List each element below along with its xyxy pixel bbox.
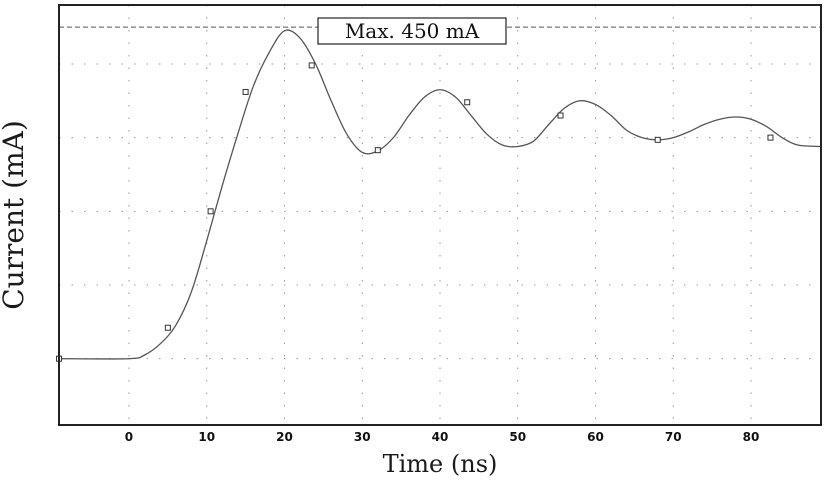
data-point-marker bbox=[374, 147, 381, 154]
data-point-marker bbox=[242, 88, 249, 95]
x-tick-label: 30 bbox=[354, 430, 371, 444]
series-layer bbox=[58, 29, 822, 360]
x-tick-label: 60 bbox=[587, 430, 604, 444]
current-series-line bbox=[58, 29, 822, 360]
data-point-marker bbox=[308, 62, 315, 69]
x-axis-label: Time (ns) bbox=[383, 450, 498, 478]
data-point-marker bbox=[767, 134, 774, 141]
x-tick-label: 40 bbox=[432, 430, 449, 444]
x-tick-label: 70 bbox=[665, 430, 682, 444]
data-point-marker bbox=[207, 208, 214, 215]
y-axis-label: Current (mA) bbox=[0, 120, 30, 310]
max-annotation-box bbox=[317, 17, 507, 45]
marker-layer bbox=[56, 62, 774, 362]
x-tick-label: 50 bbox=[509, 430, 526, 444]
x-tick-labels: 0 10 20 30 40 50 60 70 80 bbox=[125, 430, 760, 444]
data-point-marker bbox=[464, 99, 471, 106]
x-tick-label: 80 bbox=[743, 430, 760, 444]
max-annotation-label: Max. 450 mA bbox=[345, 19, 480, 43]
grid-layer bbox=[59, 5, 821, 425]
data-point-marker bbox=[164, 324, 171, 331]
data-point-marker bbox=[557, 112, 564, 119]
data-point-marker bbox=[654, 136, 661, 143]
x-tick-label: 20 bbox=[276, 430, 293, 444]
reference-line-group: Max. 450 mA bbox=[59, 17, 821, 45]
x-tick-label: 10 bbox=[198, 430, 215, 444]
plot-frame bbox=[58, 4, 822, 426]
x-tick-label: 0 bbox=[125, 430, 133, 444]
